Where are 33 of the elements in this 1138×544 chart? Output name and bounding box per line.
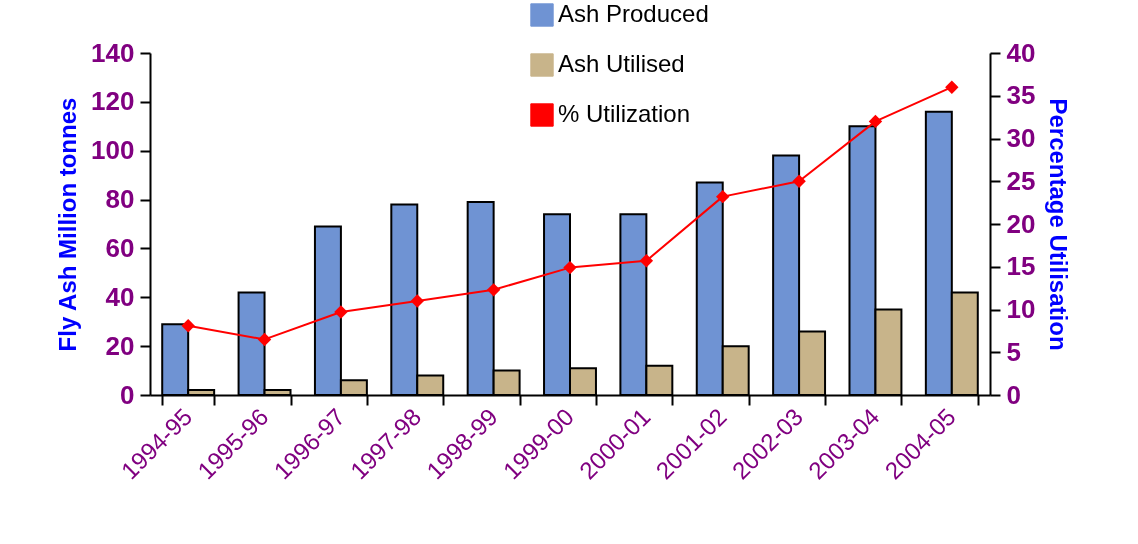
y-tick-label: 40 xyxy=(105,281,135,312)
point xyxy=(945,80,959,94)
y-tick-label: 100 xyxy=(91,135,135,166)
y-tick-label: 140 xyxy=(91,37,135,68)
point xyxy=(639,254,654,268)
y2-tick-label: 30 xyxy=(1006,123,1036,153)
y-tick-label: 60 xyxy=(105,232,135,263)
point xyxy=(792,174,806,188)
y2-axis-title: Percentage Utilisation xyxy=(1045,98,1073,351)
y2-tick-label: 0 xyxy=(1006,379,1021,410)
point xyxy=(334,305,348,319)
point xyxy=(486,283,501,297)
y-tick-label: 0 xyxy=(120,379,135,410)
y2-tick-label: 5 xyxy=(1006,336,1021,367)
point xyxy=(868,114,883,129)
legend-label: Ash Utilised xyxy=(558,50,685,77)
point xyxy=(257,332,272,347)
y-tick-label: 80 xyxy=(105,184,135,215)
y-tick-label: 120 xyxy=(91,86,135,117)
y2-tick-label: 20 xyxy=(1006,208,1036,239)
y2-tick-label: 25 xyxy=(1006,165,1036,196)
legend-label: % Utilization xyxy=(558,100,691,127)
y2-tick-label: 15 xyxy=(1006,251,1036,282)
y-axis-title: Fly Ash Million tonnes xyxy=(54,97,82,352)
y2-tick-label: 10 xyxy=(1006,294,1036,324)
y-tick-label: 20 xyxy=(105,330,135,361)
point xyxy=(410,294,424,308)
y2-tick-label: 40 xyxy=(1006,37,1036,68)
point xyxy=(716,189,730,204)
point xyxy=(181,319,195,333)
y2-tick-label: 35 xyxy=(1006,80,1036,111)
legend-label: Ash Produced xyxy=(558,0,709,27)
point xyxy=(563,260,577,275)
